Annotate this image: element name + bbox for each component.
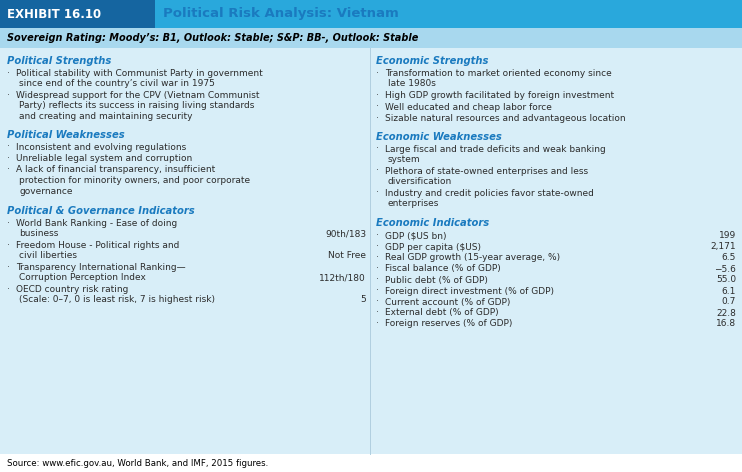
Text: ·: · [376,320,379,329]
Text: enterprises: enterprises [388,199,439,208]
Text: Sizable natural resources and advantageous location: Sizable natural resources and advantageo… [385,114,626,123]
Text: system: system [388,155,421,164]
Text: civil liberties: civil liberties [19,252,77,261]
Text: Well educated and cheap labor force: Well educated and cheap labor force [385,102,552,111]
Text: 112th/180: 112th/180 [319,273,366,283]
Text: Real GDP growth (15-year average, %): Real GDP growth (15-year average, %) [385,253,560,262]
Text: Economic Indicators: Economic Indicators [376,219,489,228]
Text: ·: · [7,69,10,78]
Text: 90th/183: 90th/183 [325,229,366,238]
Text: ·: · [376,276,379,285]
Text: ·: · [7,285,10,294]
Text: −5.6: −5.6 [714,264,736,273]
Text: Large fiscal and trade deficits and weak banking: Large fiscal and trade deficits and weak… [385,144,605,153]
Text: GDP ($US bn): GDP ($US bn) [385,231,447,241]
Text: (Scale: 0–7, 0 is least risk, 7 is highest risk): (Scale: 0–7, 0 is least risk, 7 is highe… [19,295,215,304]
Text: 55.0: 55.0 [716,276,736,285]
Text: 6.5: 6.5 [722,253,736,262]
Text: ·: · [376,231,379,241]
Text: diversification: diversification [388,177,453,186]
Text: governance: governance [19,186,73,195]
Text: and creating and maintaining security: and creating and maintaining security [19,112,192,121]
Text: ·: · [7,263,10,272]
Text: Source: www.efic.gov.au, World Bank, and IMF, 2015 figures.: Source: www.efic.gov.au, World Bank, and… [7,458,269,467]
Text: ·: · [376,69,379,78]
Text: ·: · [376,91,379,100]
Text: High GDP growth facilitated by foreign investment: High GDP growth facilitated by foreign i… [385,91,614,100]
Text: ·: · [7,91,10,100]
Text: Fiscal balance (% of GDP): Fiscal balance (% of GDP) [385,264,501,273]
Text: Political Weaknesses: Political Weaknesses [7,129,125,140]
Text: Sovereign Rating: Moody’s: B1, Outlook: Stable; S&P: BB-, Outlook: Stable: Sovereign Rating: Moody’s: B1, Outlook: … [7,33,418,43]
Text: ·: · [376,102,379,111]
Text: World Bank Ranking - Ease of doing: World Bank Ranking - Ease of doing [16,219,177,228]
Text: 5: 5 [361,295,366,304]
Text: ·: · [7,219,10,228]
Text: late 1980s: late 1980s [388,79,436,89]
Text: ·: · [376,167,379,176]
Text: Freedom House - Political rights and: Freedom House - Political rights and [16,241,180,250]
Bar [0,28,742,48]
Text: Not Free: Not Free [328,252,366,261]
Text: protection for minority owners, and poor corporate: protection for minority owners, and poor… [19,176,250,185]
Text: 6.1: 6.1 [722,287,736,295]
Text: Transformation to market oriented economy since: Transformation to market oriented econom… [385,69,611,78]
Text: ·: · [376,144,379,153]
Text: OECD country risk rating: OECD country risk rating [16,285,128,294]
Text: ·: · [376,114,379,123]
Text: ·: · [376,188,379,197]
Text: Plethora of state-owned enterprises and less: Plethora of state-owned enterprises and … [385,167,588,176]
Text: A lack of financial transparency, insufficient: A lack of financial transparency, insuff… [16,166,215,175]
Text: Current account (% of GDP): Current account (% of GDP) [385,297,510,306]
Text: Transparency International Ranking—: Transparency International Ranking— [16,263,186,272]
Text: business: business [19,229,59,238]
Text: ·: · [376,297,379,306]
Text: Economic Weaknesses: Economic Weaknesses [376,132,502,142]
Text: Widespread support for the CPV (Vietnam Communist: Widespread support for the CPV (Vietnam … [16,91,260,100]
Text: Foreign reserves (% of GDP): Foreign reserves (% of GDP) [385,320,513,329]
Text: Political stability with Communist Party in government: Political stability with Communist Party… [16,69,263,78]
Text: Foreign direct investment (% of GDP): Foreign direct investment (% of GDP) [385,287,554,295]
Text: ·: · [7,166,10,175]
Text: ·: · [376,287,379,295]
Bar [0,48,742,454]
Text: Industry and credit policies favor state-owned: Industry and credit policies favor state… [385,188,594,197]
Text: 0.7: 0.7 [722,297,736,306]
Text: EXHIBIT 16.10: EXHIBIT 16.10 [7,8,101,20]
Bar [0,0,742,28]
Text: 22.8: 22.8 [716,309,736,318]
Text: Corruption Perception Index: Corruption Perception Index [19,273,146,283]
Text: Economic Strengths: Economic Strengths [376,56,488,66]
Bar [0,0,155,28]
Text: 199: 199 [719,231,736,241]
Text: ·: · [376,243,379,252]
Text: ·: · [7,154,10,163]
Text: ·: · [7,143,10,152]
Text: Political Strengths: Political Strengths [7,56,111,66]
Text: 16.8: 16.8 [716,320,736,329]
Text: 2,171: 2,171 [710,243,736,252]
Text: ·: · [376,253,379,262]
Text: GDP per capita ($US): GDP per capita ($US) [385,243,481,252]
Text: ·: · [376,309,379,318]
Text: ·: · [7,241,10,250]
Text: Inconsistent and evolving regulations: Inconsistent and evolving regulations [16,143,186,152]
Text: Political & Governance Indicators: Political & Governance Indicators [7,206,194,216]
Text: Unreliable legal system and corruption: Unreliable legal system and corruption [16,154,192,163]
Text: Party) reflects its success in raising living standards: Party) reflects its success in raising l… [19,101,255,110]
Text: External debt (% of GDP): External debt (% of GDP) [385,309,499,318]
Text: ·: · [376,264,379,273]
Text: Political Risk Analysis: Vietnam: Political Risk Analysis: Vietnam [163,8,398,20]
Text: Public debt (% of GDP): Public debt (% of GDP) [385,276,488,285]
Text: since end of the country’s civil war in 1975: since end of the country’s civil war in … [19,79,215,89]
